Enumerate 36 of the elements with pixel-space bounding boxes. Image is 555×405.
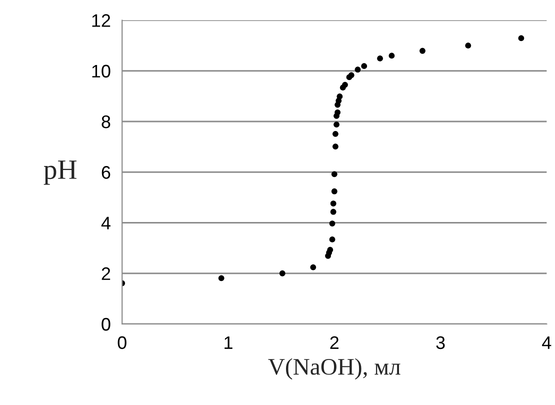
x-tick-label: 2	[330, 336, 338, 349]
x-tick-label: 4	[542, 336, 552, 349]
point	[336, 93, 343, 100]
y-tick-label: 12	[92, 14, 110, 27]
x-axis-title: V(NaOH), мл	[268, 358, 400, 380]
point	[332, 144, 338, 150]
point	[388, 52, 395, 59]
y-tick-label: 4	[101, 216, 110, 230]
point	[329, 220, 336, 226]
point	[329, 236, 336, 242]
x-tick-label: 1	[224, 336, 232, 349]
y-axis-title: pH	[44, 160, 77, 185]
point	[420, 48, 426, 54]
point	[465, 42, 472, 49]
point	[331, 188, 338, 194]
point	[361, 63, 368, 70]
y-tick-label: 2	[102, 267, 110, 280]
point	[334, 122, 340, 128]
point	[330, 208, 336, 215]
point	[342, 82, 348, 88]
point	[332, 130, 338, 137]
x-tick-label: 3	[436, 336, 445, 350]
y-tick-label: 10	[92, 64, 110, 78]
x-tick-label: 0	[118, 336, 126, 350]
point	[377, 56, 383, 62]
y-tick-label: 0	[102, 318, 110, 331]
y-tick-label: 6	[102, 166, 110, 179]
point	[334, 109, 341, 116]
y-tick-label: 8	[102, 115, 110, 128]
point	[279, 270, 286, 276]
point	[354, 66, 361, 73]
point	[330, 200, 336, 206]
point	[310, 264, 316, 270]
point	[331, 171, 338, 178]
point	[218, 275, 224, 282]
point	[518, 35, 524, 42]
